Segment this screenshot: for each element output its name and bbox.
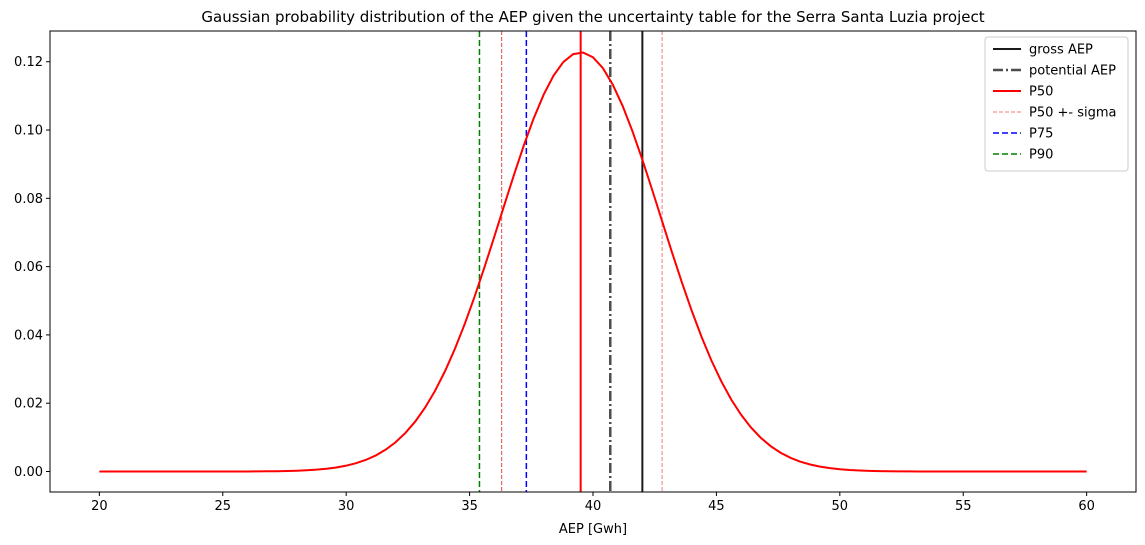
y-axis: 0.00 0.02 0.04 0.06 0.08 0.10 0.12: [14, 55, 50, 480]
x-axis: 20 25 30 35 40 45 50 55 60: [91, 492, 1095, 514]
legend-label-p90: P90: [1029, 148, 1053, 163]
y-tick-label: 0.12: [14, 55, 43, 70]
legend-label-p50_plus: P50 +- sigma: [1029, 106, 1117, 121]
x-tick-label: 35: [461, 499, 478, 514]
x-tick-label: 55: [955, 499, 972, 514]
x-tick-label: 20: [91, 499, 108, 514]
y-tick-label: 0.06: [14, 260, 43, 275]
y-tick-label: 0.10: [14, 124, 43, 139]
x-tick-label: 30: [338, 499, 355, 514]
x-tick-label: 40: [585, 499, 602, 514]
plot-frame: [49, 30, 1137, 493]
x-axis-label: AEP [Gwh]: [559, 522, 627, 537]
x-tick-label: 25: [214, 499, 231, 514]
plot-area: [99, 31, 1087, 492]
legend-label-p75: P75: [1029, 127, 1053, 142]
x-tick-label: 50: [832, 499, 849, 514]
x-tick-label: 60: [1078, 499, 1095, 514]
y-tick-label: 0.00: [14, 465, 43, 480]
y-tick-label: 0.04: [14, 328, 43, 343]
legend-label-potential: potential AEP: [1029, 64, 1116, 79]
legend-label-gross: gross AEP: [1029, 43, 1093, 58]
gaussian-curve: [99, 51, 1087, 473]
x-tick-label: 45: [708, 499, 725, 514]
y-tick-label: 0.08: [14, 192, 43, 207]
y-tick-label: 0.02: [14, 397, 43, 412]
legend: gross AEP potential AEP P50 P50 +- sigma P75…: [984, 36, 1129, 172]
legend-label-p50: P50: [1029, 85, 1053, 100]
chart-title: Gaussian probability distribution of the…: [201, 8, 984, 26]
